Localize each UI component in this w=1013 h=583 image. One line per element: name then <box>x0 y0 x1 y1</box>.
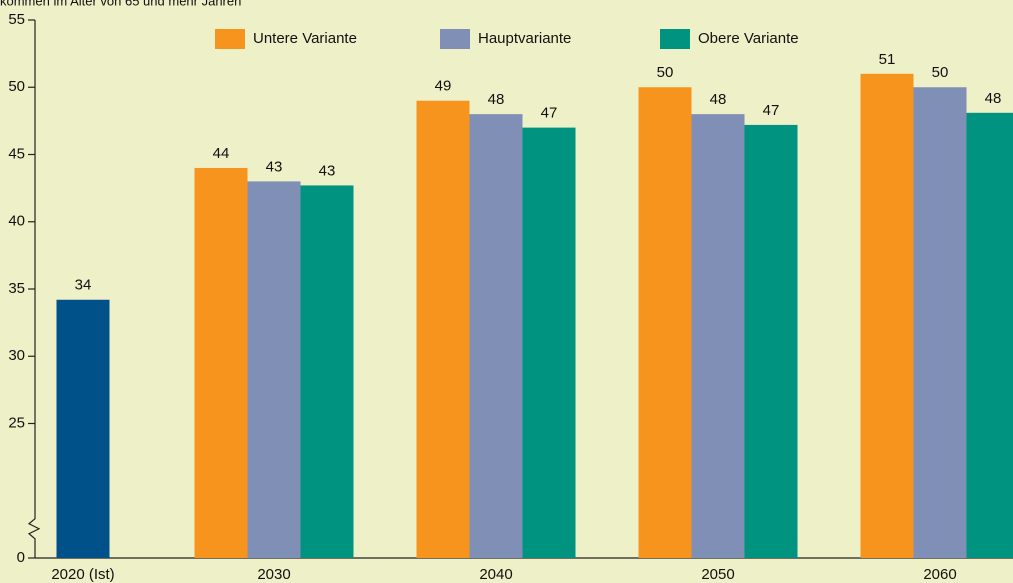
bar <box>300 185 354 558</box>
bar-label: 47 <box>541 105 558 122</box>
y-tick-label: 0 <box>17 549 25 566</box>
x-tick-label: 2040 <box>479 566 512 583</box>
bar <box>860 73 914 559</box>
bar <box>744 124 798 558</box>
y-tick-label: 30 <box>8 347 25 364</box>
bar-label: 34 <box>75 277 92 294</box>
x-tick-label: 2060 <box>923 566 956 583</box>
legend-label: Untere Variante <box>253 30 357 47</box>
legend-swatch <box>215 29 245 49</box>
legend-label: Obere Variante <box>698 30 799 47</box>
bar-label: 48 <box>710 91 727 108</box>
bar <box>522 127 576 558</box>
y-tick-label: 40 <box>8 213 25 230</box>
bar-label: 44 <box>213 145 230 162</box>
bar-label: 50 <box>932 64 949 81</box>
bar-label: 43 <box>266 158 283 175</box>
bar-label: 47 <box>763 102 780 119</box>
y-axis <box>27 20 41 558</box>
bar <box>638 87 692 558</box>
y-tick-label: 55 <box>8 11 25 28</box>
bar-label: 48 <box>985 90 1002 107</box>
chart-subtitle: kommen im Alter von 65 und mehr Jahren <box>0 0 241 8</box>
bar <box>56 299 110 558</box>
x-tick-label: 2050 <box>701 566 734 583</box>
bar <box>966 112 1013 559</box>
legend-label: Hauptvariante <box>478 30 571 47</box>
y-tick-label: 50 <box>8 78 25 95</box>
y-tick-label: 25 <box>8 414 25 431</box>
bar-label: 50 <box>657 64 674 81</box>
bar-label: 51 <box>879 51 896 68</box>
x-tick-label: 2030 <box>257 566 290 583</box>
bar <box>194 167 248 558</box>
y-tick-label: 35 <box>8 280 25 297</box>
bar <box>416 100 470 558</box>
bar <box>469 114 523 559</box>
bar-label: 48 <box>488 91 505 108</box>
x-tick-label: 2020 (Ist) <box>51 566 114 583</box>
legend-swatch <box>440 29 470 49</box>
bar-label: 43 <box>319 162 336 179</box>
bar <box>913 87 967 558</box>
bar <box>247 181 301 558</box>
bar <box>691 114 745 559</box>
y-tick-label: 45 <box>8 145 25 162</box>
legend-swatch <box>660 29 690 49</box>
bar-label: 49 <box>435 78 452 95</box>
